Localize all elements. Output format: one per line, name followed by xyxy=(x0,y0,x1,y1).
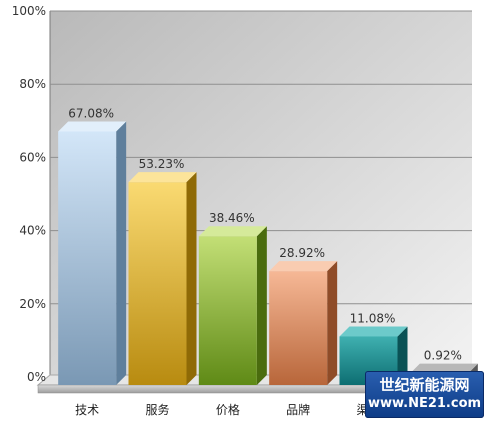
y-tick-label: 20% xyxy=(19,297,46,311)
x-axis-categories: 技术服务价格品牌渠道 xyxy=(75,402,380,417)
y-tick-label: 100% xyxy=(12,4,46,18)
watermark-title: 世纪新能源网 xyxy=(379,376,470,394)
data-label: 53.23% xyxy=(139,157,185,171)
watermark-logo: 世纪新能源网 www.NE21.com xyxy=(365,371,484,418)
bar-front xyxy=(128,182,187,385)
y-tick-label: 40% xyxy=(19,224,46,238)
watermark-url: www.NE21.com xyxy=(367,396,482,411)
x-tick-label: 服务 xyxy=(145,402,169,417)
x-tick-label: 技术 xyxy=(75,403,99,417)
bar-side xyxy=(186,172,197,385)
bars xyxy=(58,121,478,386)
y-tick-label: 60% xyxy=(19,150,46,164)
bar-top xyxy=(339,326,408,337)
data-label: 0.92% xyxy=(424,349,462,363)
bar-side xyxy=(116,121,127,386)
bar-top xyxy=(128,172,197,183)
data-labels: 67.08% 53.23% 38.46% 28.92% 11.08% 0.92% xyxy=(68,106,462,362)
bar-top xyxy=(58,121,127,132)
data-label: 67.08% xyxy=(68,106,114,120)
bar xyxy=(269,261,338,385)
data-label: 28.92% xyxy=(279,246,325,260)
bar-side xyxy=(397,326,408,385)
bar xyxy=(198,226,267,385)
bar-top xyxy=(198,226,267,237)
bar xyxy=(58,121,127,386)
y-tick-label: 0% xyxy=(27,370,46,384)
x-tick-label: 价格 xyxy=(216,402,240,417)
data-label: 38.46% xyxy=(209,211,255,225)
bar-side xyxy=(327,261,338,385)
bar-front xyxy=(58,131,117,385)
bar-front xyxy=(198,236,257,385)
bar-side xyxy=(256,226,267,385)
bar-front xyxy=(269,271,328,385)
bar xyxy=(128,172,197,385)
y-tick-label: 80% xyxy=(19,77,46,91)
data-label: 11.08% xyxy=(350,311,396,325)
x-tick-label: 品牌 xyxy=(286,403,310,417)
y-axis-ticks: 0% 20% 40% 60% 80% 100% xyxy=(12,4,46,384)
bar-top xyxy=(269,261,338,272)
